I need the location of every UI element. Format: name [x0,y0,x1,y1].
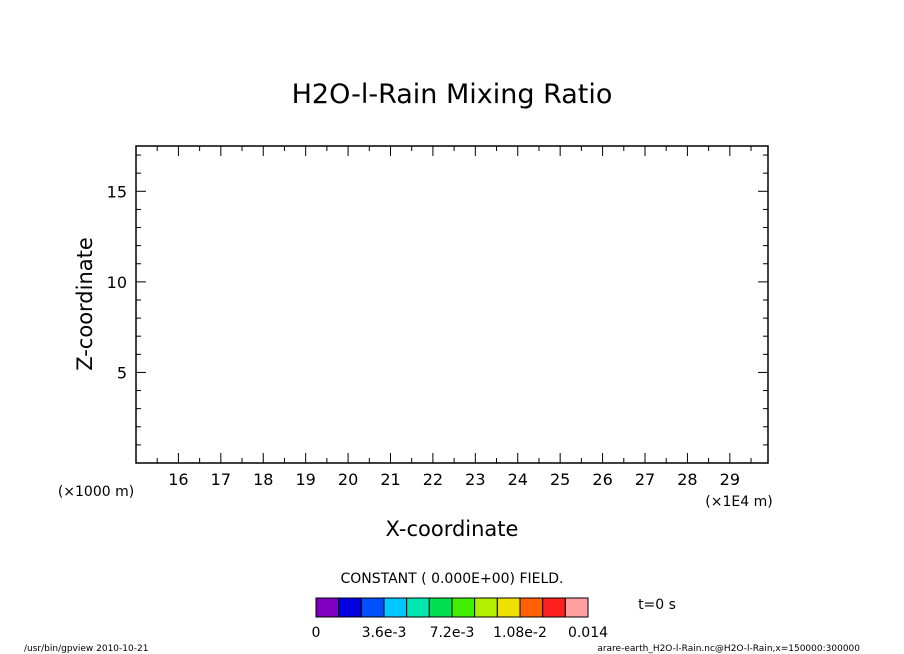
colorbar [315,597,589,618]
time-label: t=0 s [638,597,676,613]
constant-field-message: CONSTANT ( 0.000E+00) FIELD. [340,571,563,587]
x-tick-label: 16 [168,470,188,489]
x-tick-label: 26 [592,470,612,489]
colorbar-label: 7.2e-3 [430,625,475,641]
colorbar-swatch [474,597,498,618]
x-tick-label: 17 [211,470,231,489]
colorbar-swatch [542,597,566,618]
x-tick-label: 28 [677,470,697,489]
x-tick-label: 29 [720,470,740,489]
colorbar-swatch [315,597,340,618]
x-tick-label: 21 [380,470,400,489]
colorbar-swatch [451,597,476,618]
y-tick-labels: 5 10 15 [107,182,127,382]
y-tick-label: 10 [107,273,127,292]
colorbar-swatch [406,597,430,618]
x-tick-label: 19 [295,470,315,489]
colorbar-swatch [383,597,408,618]
colorbar-swatch [564,597,589,618]
colorbar-swatch [428,597,453,618]
colorbar-labels: 0 3.6e-3 7.2e-3 1.08e-2 0.014 [312,625,609,641]
x-tick-label: 20 [338,470,358,489]
colorbar-label: 0.014 [568,625,608,641]
plot-frame [135,145,769,464]
x-tick-label: 23 [465,470,485,489]
colorbar-swatch [360,597,385,618]
x-tick-label: 24 [508,470,528,489]
x-tick-label: 22 [423,470,443,489]
x-tick-label: 18 [253,470,273,489]
x-tick-label: 25 [550,470,570,489]
chart-title: H2O-l-Rain Mixing Ratio [292,79,613,110]
axis-ticks [136,146,768,463]
x-tick-label: 27 [635,470,655,489]
colorbar-label: 1.08e-2 [493,625,547,641]
footer-left: /usr/bin/gpview 2010-10-21 [24,644,148,654]
x-axis-label: X-coordinate [386,517,519,541]
footer-right: arare-earth_H2O-l-Rain.nc@H2O-l-Rain,x=1… [597,644,860,654]
colorbar-swatch [519,597,544,618]
colorbar-label: 3.6e-3 [362,625,407,641]
colorbar-swatch [496,597,521,618]
colorbar-label: 0 [312,625,321,641]
x-scale-note: (×1E4 m) [705,494,772,510]
y-tick-label: 5 [117,363,127,382]
y-tick-label: 15 [107,182,127,201]
colorbar-swatch [338,597,362,618]
y-scale-note: (×1000 m) [58,484,134,500]
y-axis-label: Z-coordinate [73,237,97,371]
x-tick-labels: 16 17 18 19 20 21 22 23 24 25 26 27 28 29 [168,470,740,489]
